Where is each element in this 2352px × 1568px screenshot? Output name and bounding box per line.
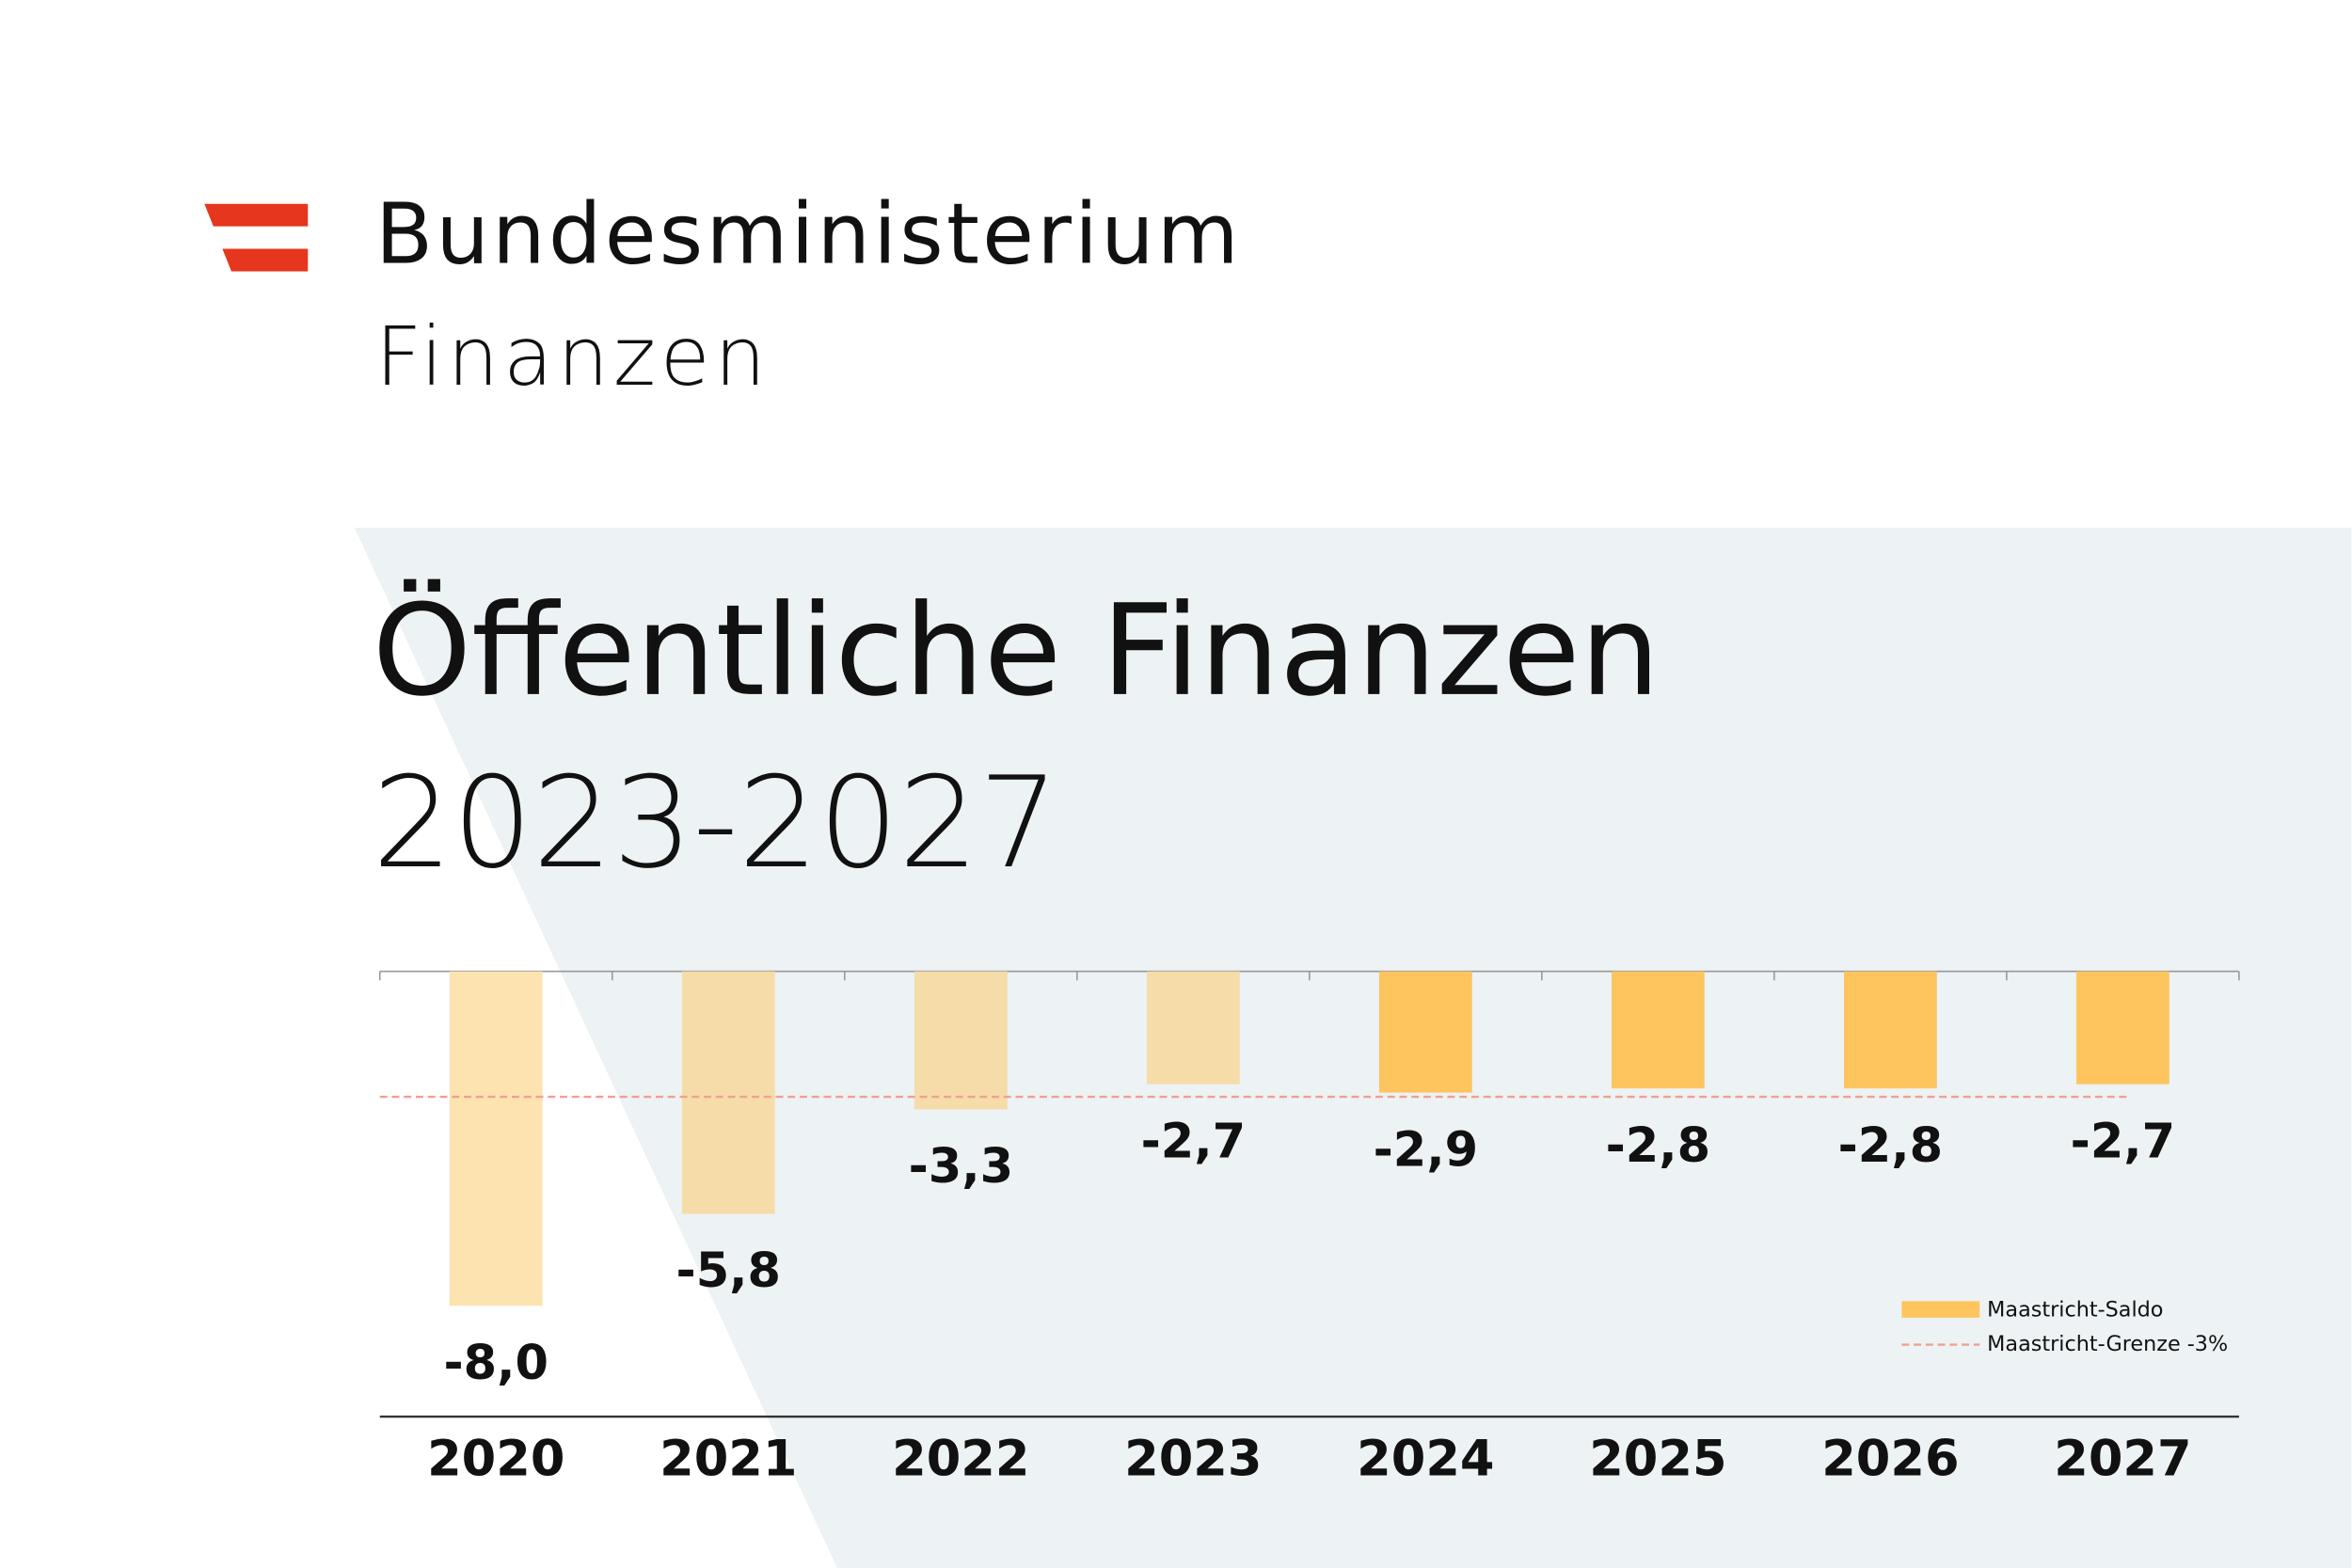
x-tick-label: 2023 — [1124, 1430, 1262, 1487]
bar — [449, 971, 543, 1307]
value-label: -2,9 — [1374, 1122, 1478, 1178]
x-tick-label: 2020 — [427, 1430, 564, 1487]
bar — [914, 971, 1008, 1110]
value-label: -5,8 — [676, 1243, 781, 1299]
value-label: -3,3 — [909, 1139, 1013, 1195]
background-shape — [354, 527, 2352, 1568]
x-tick-label: 2022 — [892, 1430, 1029, 1487]
value-label: -2,7 — [1141, 1114, 1246, 1169]
bar — [681, 971, 775, 1214]
chart-title: Öffentliche Finanzen — [373, 578, 1661, 724]
legend-label: Maastricht-Saldo — [1987, 1297, 2163, 1322]
bar — [1146, 971, 1240, 1085]
logo-stripe — [204, 203, 309, 227]
value-label: -2,7 — [2071, 1114, 2175, 1169]
x-tick-label: 2027 — [2054, 1430, 2191, 1487]
value-label: -2,8 — [1838, 1118, 1943, 1174]
value-label: -2,8 — [1606, 1118, 1710, 1174]
bar — [2076, 971, 2169, 1085]
bar — [1378, 971, 1472, 1093]
logo-stripe — [222, 248, 309, 272]
x-tick-label: 2025 — [1589, 1430, 1726, 1487]
chart-subtitle: 2023-2027 — [373, 750, 1059, 896]
legend-swatch — [1901, 1301, 1980, 1318]
x-tick-label: 2026 — [1821, 1430, 1959, 1487]
header-line2: Finanzen — [375, 310, 771, 404]
header-line1: Bundesministerium — [375, 185, 1242, 283]
legend-label: Maastricht-Grenze -3% — [1987, 1332, 2228, 1356]
value-label: -8,0 — [444, 1336, 548, 1391]
bar — [1611, 971, 1705, 1089]
x-tick-label: 2024 — [1357, 1430, 1494, 1487]
bar — [1843, 971, 1937, 1089]
x-tick-label: 2021 — [660, 1430, 797, 1487]
